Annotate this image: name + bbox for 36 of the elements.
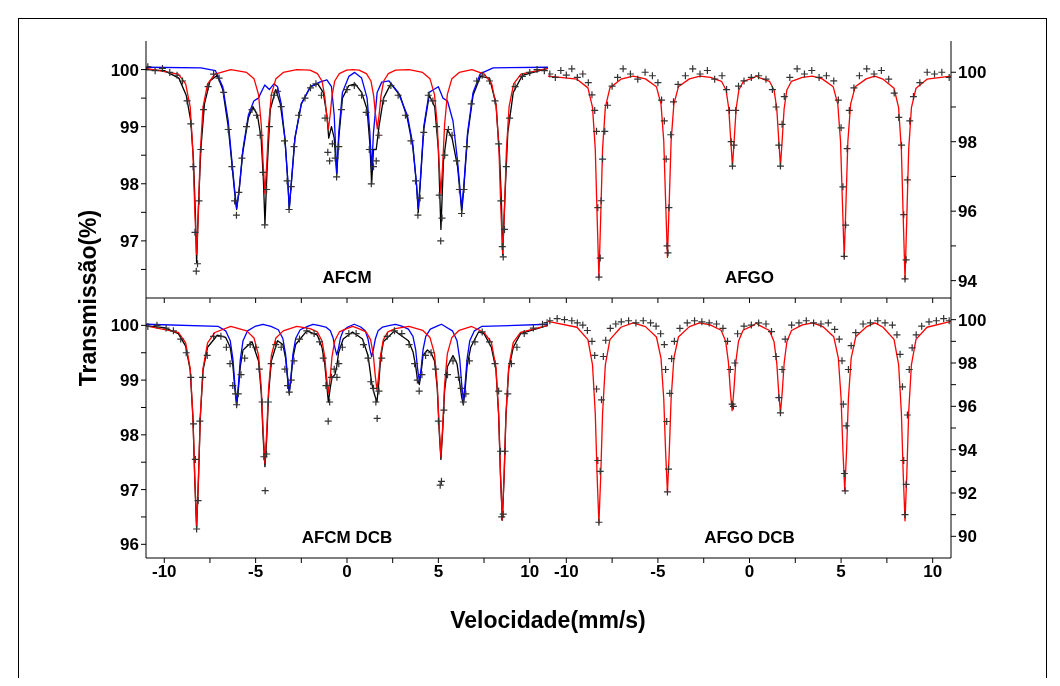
x-tick-label: 0 bbox=[342, 562, 352, 582]
x-tick-label: -5 bbox=[248, 562, 264, 582]
y-tick-label: 96 bbox=[958, 202, 977, 222]
y-tick-label: 97 bbox=[120, 231, 139, 251]
x-tick-label: 5 bbox=[433, 562, 444, 582]
y-tick-label: 98 bbox=[120, 425, 139, 445]
y-tick-label: 94 bbox=[958, 271, 978, 291]
y-tick-label: 100 bbox=[110, 60, 139, 80]
y-tick-label: 97 bbox=[120, 480, 139, 500]
line-series bbox=[146, 66, 548, 209]
x-tick-label: 10 bbox=[923, 562, 943, 582]
y-tick-label: 100 bbox=[958, 310, 987, 330]
x-tick-label: 5 bbox=[836, 562, 846, 582]
annotation: AFCM DCB bbox=[301, 528, 393, 548]
x-axis-title: Velocidade(mm/s) bbox=[450, 606, 646, 634]
y-tick-label: 92 bbox=[958, 484, 977, 504]
y-tick-label: 100 bbox=[110, 316, 139, 336]
y-tick-label: 98 bbox=[958, 354, 977, 374]
x-tick-label: 0 bbox=[744, 562, 755, 582]
y-tick-label: 100 bbox=[958, 63, 987, 83]
y-tick-label: 98 bbox=[958, 132, 977, 152]
annotation: AFGO bbox=[724, 268, 775, 288]
y-tick-label: 98 bbox=[120, 174, 139, 194]
x-tick-label: 10 bbox=[520, 562, 540, 582]
x-tick-label: -10 bbox=[151, 562, 177, 582]
y-tick-label: 99 bbox=[120, 117, 139, 137]
x-tick-label: -5 bbox=[650, 562, 666, 582]
y-tick-label: 90 bbox=[958, 527, 977, 547]
x-tick-label: -10 bbox=[554, 562, 579, 582]
annotation: AFCM bbox=[322, 268, 372, 288]
y-tick-label: 96 bbox=[958, 397, 977, 417]
y-tick-label: 99 bbox=[120, 371, 139, 391]
annotation: AFGO DCB bbox=[704, 528, 795, 548]
y-tick-label: 94 bbox=[958, 440, 978, 460]
y-tick-label: 96 bbox=[120, 535, 139, 555]
y-axis-title: Transmissão(%) bbox=[74, 209, 102, 387]
